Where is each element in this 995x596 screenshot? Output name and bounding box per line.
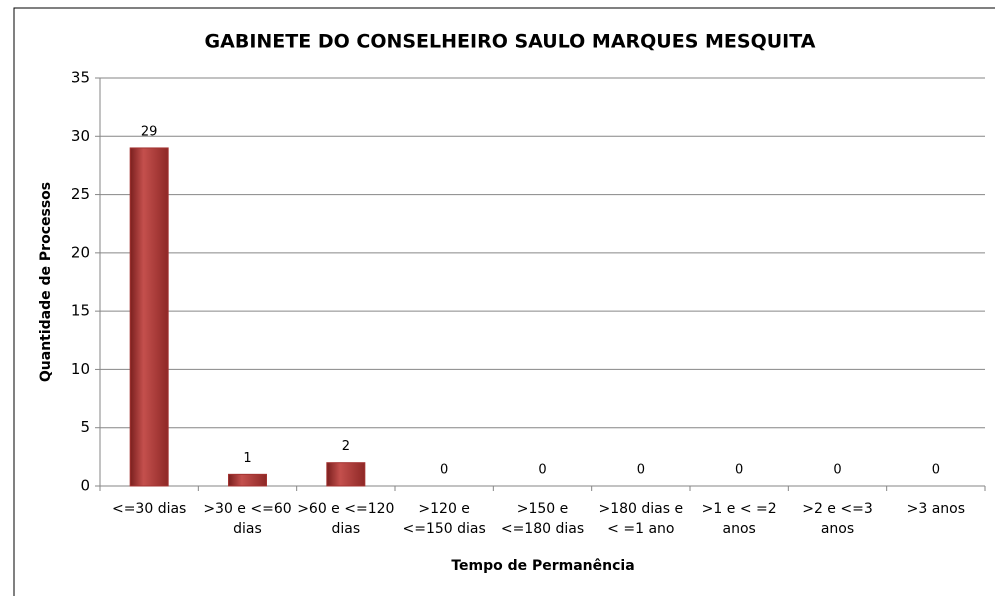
chart-title: GABINETE DO CONSELHEIRO SAULO MARQUES ME… bbox=[205, 31, 816, 53]
data-label: 29 bbox=[141, 124, 158, 139]
y-tick-label: 10 bbox=[71, 360, 90, 378]
y-tick-label: 20 bbox=[71, 243, 90, 261]
x-tick-label: >180 dias e < =1 ano bbox=[598, 501, 684, 537]
y-tick-label: 25 bbox=[71, 185, 90, 203]
bar bbox=[228, 473, 267, 487]
data-label: 0 bbox=[637, 463, 645, 478]
data-label: 0 bbox=[735, 463, 743, 478]
y-tick-label: 15 bbox=[71, 302, 90, 320]
x-tick-label: >2 e <=3 anos bbox=[802, 501, 873, 537]
chart-frame bbox=[13, 7, 995, 596]
x-tick-label: >120 e <=150 dias bbox=[402, 501, 486, 537]
y-tick-label: 5 bbox=[80, 418, 90, 436]
data-label: 0 bbox=[932, 463, 940, 478]
bar bbox=[326, 462, 366, 487]
x-tick-label: >30 e <=60 dias bbox=[203, 501, 292, 537]
y-axis-title: Quantidade de Processos bbox=[38, 182, 54, 382]
x-tick-label: >1 e < =2 anos bbox=[701, 501, 777, 537]
x-tick-label: >150 e <=180 dias bbox=[500, 501, 585, 537]
x-axis-title: Tempo de Permanência bbox=[451, 558, 634, 574]
x-tick-label: >60 e <=120 dias bbox=[297, 501, 395, 537]
data-label: 2 bbox=[342, 439, 350, 454]
data-label: 0 bbox=[538, 463, 546, 478]
data-label: 0 bbox=[440, 463, 448, 478]
bar bbox=[129, 147, 169, 487]
y-tick-label: 0 bbox=[80, 477, 90, 495]
data-label: 0 bbox=[833, 463, 841, 478]
x-tick-label: <=30 dias bbox=[111, 501, 187, 517]
x-tick-label: >3 anos bbox=[906, 501, 966, 517]
y-tick-label: 35 bbox=[71, 69, 90, 87]
data-label: 1 bbox=[243, 451, 251, 466]
y-tick-label: 30 bbox=[71, 127, 90, 145]
